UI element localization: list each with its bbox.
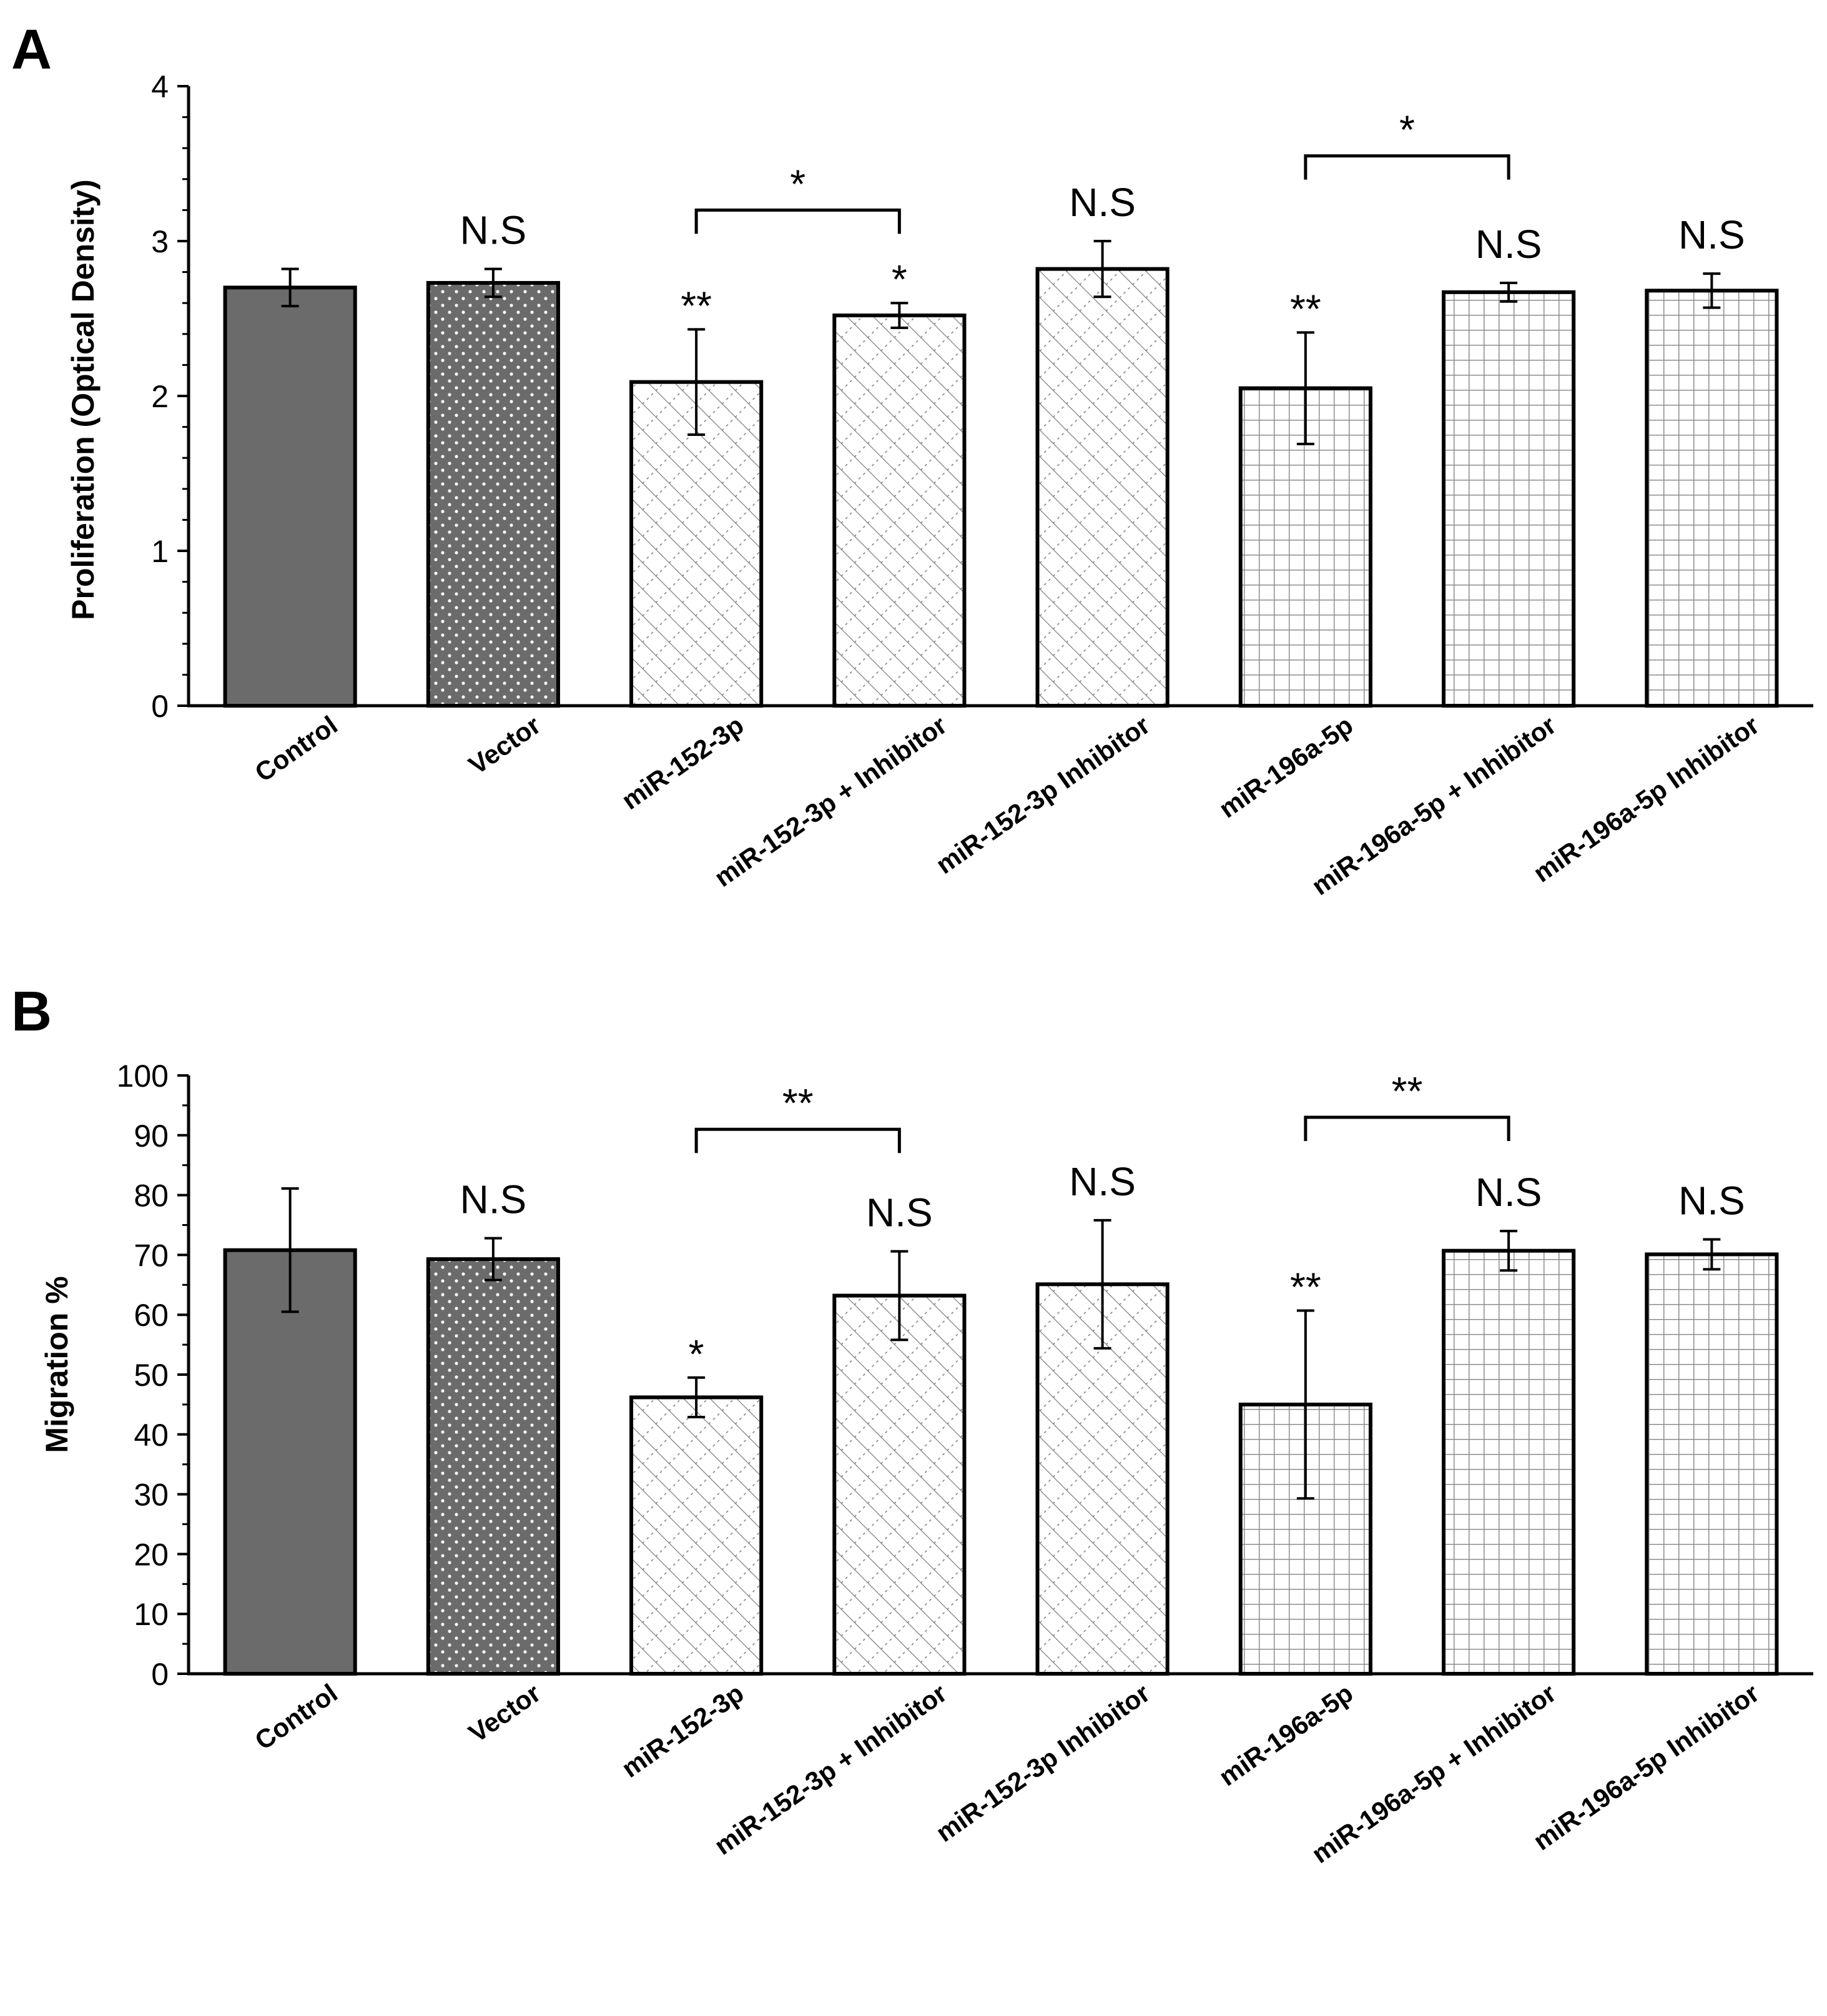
y-tick-label: 80 bbox=[134, 1178, 169, 1213]
panel-a-y-axis-title: Proliferation (Optical Density) bbox=[66, 179, 101, 620]
significance-label: N.S bbox=[1678, 212, 1745, 257]
significance-label: * bbox=[689, 1332, 704, 1376]
y-tick-label: 0 bbox=[151, 689, 169, 724]
comparison-bracket bbox=[1304, 154, 1510, 180]
category-label: miR-152-3p Inhibitor bbox=[930, 1678, 1155, 1847]
bar bbox=[1442, 1248, 1576, 1676]
category-label: miR-196a-5p Inhibitor bbox=[1528, 710, 1765, 888]
category-label: miR-152-3p + Inhibitor bbox=[709, 710, 952, 892]
category-label: miR-152-3p bbox=[616, 1678, 749, 1783]
y-tick-label: 70 bbox=[134, 1238, 169, 1273]
y-tick-label: 1 bbox=[151, 534, 169, 569]
significance-label: N.S bbox=[1678, 1178, 1745, 1223]
category-label: miR-152-3p bbox=[616, 710, 749, 815]
y-tick-label: 0 bbox=[151, 1657, 169, 1692]
significance-label: N.S bbox=[1475, 222, 1542, 267]
y-tick-label: 3 bbox=[151, 224, 169, 259]
bar bbox=[1645, 1252, 1779, 1676]
significance-label: ** bbox=[681, 283, 712, 328]
panel-b-chart: B Migration % 0 10 20 30 40 50 60 70 80 90 100 Cont… bbox=[11, 981, 1813, 1869]
comparison-bracket bbox=[1304, 1115, 1510, 1142]
significance-label: N.S bbox=[1069, 180, 1136, 225]
bracket-significance-label: * bbox=[1399, 107, 1415, 152]
significance-label: ** bbox=[1290, 1264, 1321, 1309]
category-label: Vector bbox=[463, 1678, 546, 1748]
category-label: Control bbox=[250, 710, 343, 788]
bar bbox=[629, 380, 764, 708]
significance-label: N.S bbox=[460, 208, 527, 253]
panel-b-y-axis-title: Migration % bbox=[39, 1276, 74, 1453]
significance-label: ** bbox=[1290, 286, 1321, 331]
category-label: miR-196a-5p bbox=[1214, 1678, 1359, 1792]
bar bbox=[426, 280, 560, 708]
category-label: Vector bbox=[463, 710, 546, 780]
category-label: miR-196a-5p bbox=[1214, 710, 1359, 824]
panel-a-chart: A Proliferation (Optical Density) 0 1 2 3 4 C… bbox=[11, 19, 1813, 901]
y-tick-label: 90 bbox=[134, 1119, 169, 1154]
bracket-significance-label: ** bbox=[1392, 1069, 1423, 1114]
y-tick-label: 30 bbox=[134, 1478, 169, 1513]
y-tick-label: 2 bbox=[151, 379, 169, 414]
category-label: miR-152-3p Inhibitor bbox=[930, 710, 1155, 879]
bracket-significance-label: ** bbox=[782, 1080, 814, 1125]
category-label: miR-196a-5p Inhibitor bbox=[1528, 1678, 1765, 1856]
panel-a-letter: A bbox=[11, 19, 52, 81]
comparison-bracket bbox=[694, 1127, 901, 1154]
significance-label: N.S bbox=[1069, 1159, 1136, 1204]
bar bbox=[1442, 290, 1576, 708]
comparison-bracket bbox=[694, 208, 901, 234]
bar bbox=[426, 1257, 560, 1676]
category-label: miR-152-3p + Inhibitor bbox=[709, 1678, 952, 1860]
y-tick-label: 10 bbox=[134, 1597, 169, 1632]
bar bbox=[629, 1395, 764, 1676]
bar bbox=[832, 1293, 967, 1676]
bar bbox=[223, 285, 357, 708]
panel-b-letter: B bbox=[11, 981, 52, 1043]
category-label: Control bbox=[250, 1678, 343, 1756]
bar bbox=[1035, 267, 1170, 708]
bar bbox=[832, 314, 967, 708]
y-tick-label: 20 bbox=[134, 1537, 169, 1572]
significance-label: N.S bbox=[866, 1190, 933, 1235]
y-tick-label: 60 bbox=[134, 1298, 169, 1333]
bar bbox=[1645, 289, 1779, 708]
significance-label: N.S bbox=[1475, 1170, 1542, 1215]
significance-label: * bbox=[892, 257, 907, 302]
significance-label: N.S bbox=[460, 1177, 527, 1222]
y-tick-label: 4 bbox=[151, 69, 169, 104]
y-tick-label: 100 bbox=[117, 1059, 169, 1094]
y-tick-label: 50 bbox=[134, 1358, 169, 1393]
bracket-significance-label: * bbox=[790, 161, 805, 206]
y-tick-label: 40 bbox=[134, 1418, 169, 1453]
bar bbox=[223, 1248, 357, 1676]
